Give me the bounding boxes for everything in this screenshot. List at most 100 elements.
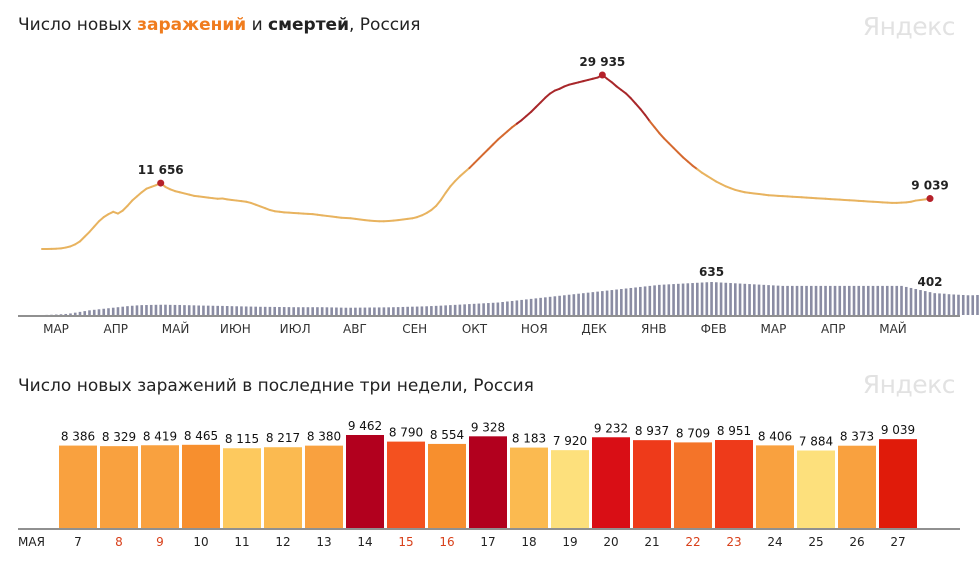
bar: [510, 447, 548, 528]
cases-line-segment: [449, 180, 457, 188]
deaths-bar: [776, 285, 780, 315]
deaths-bar: [458, 304, 462, 315]
deaths-bar: [700, 282, 704, 315]
deaths-bar: [425, 306, 428, 315]
deaths-bar: [235, 306, 239, 315]
day-label: 21: [644, 535, 659, 549]
deaths-bar: [577, 293, 580, 315]
day-label: 24: [767, 535, 782, 549]
bar-value-label: 9 462: [348, 419, 382, 433]
deaths-bar: [221, 305, 224, 315]
deaths-bar: [976, 294, 979, 315]
bar-value-label: 8 937: [635, 424, 669, 438]
cases-line-segment: [126, 199, 134, 207]
deaths-bar: [287, 307, 291, 315]
deaths-bar: [434, 305, 438, 315]
deaths-bar: [605, 290, 609, 315]
cases-line-segment: [644, 113, 651, 123]
deaths-bar: [121, 306, 125, 315]
deaths-bar: [363, 307, 367, 315]
cases-deaths-chart: 11 656 29 935 9 039 635 402 МАР АПР МАЙ ИЮН ИЮЛ АВ…: [18, 55, 979, 336]
deaths-bar: [135, 305, 139, 315]
deaths-bar: [738, 283, 742, 315]
deaths-bar: [73, 312, 77, 315]
deaths-bar: [686, 283, 690, 315]
bar-value-label: 8 790: [389, 426, 423, 440]
deaths-bar: [719, 282, 723, 315]
deaths-bar: [420, 306, 424, 315]
x-tick-label: ФЕВ: [701, 322, 727, 336]
deaths-bar: [278, 306, 281, 315]
deaths-bar: [411, 306, 414, 315]
day-label: 23: [726, 535, 741, 549]
deaths-bar: [330, 307, 333, 315]
bars: [59, 435, 917, 528]
deaths-bar: [952, 294, 956, 315]
deaths-bar: [672, 284, 675, 315]
deaths-bar: [809, 285, 813, 315]
cases-line-segment: [530, 106, 537, 113]
x-tick-label: АПР: [104, 322, 128, 336]
cases-line-segment: [78, 235, 86, 243]
deaths-bar: [558, 295, 561, 315]
deaths-bar: [900, 285, 903, 315]
deaths-bar: [320, 307, 324, 315]
cases-line-segment: [496, 134, 504, 141]
cases-line-segment: [482, 148, 490, 155]
deaths-bar: [971, 295, 975, 315]
deaths-bar: [710, 282, 713, 315]
deaths-bar: [724, 282, 728, 315]
deaths-bar: [373, 307, 376, 315]
deaths-bar: [173, 304, 177, 315]
deaths-bar: [904, 286, 908, 315]
deaths-bar: [244, 306, 248, 315]
deaths-bar: [187, 305, 191, 315]
deaths-bar: [145, 305, 148, 315]
deaths-bar: [325, 307, 329, 315]
deaths-bar: [197, 305, 201, 315]
day-label: 19: [562, 535, 577, 549]
bar-value-label: 8 554: [430, 428, 464, 442]
deaths-bar: [463, 304, 466, 315]
x-tick-label: АПР: [821, 322, 845, 336]
deaths-bar: [938, 293, 941, 315]
cases-line: [41, 74, 931, 251]
bar: [838, 445, 876, 528]
bar-value-label: 8 465: [184, 429, 218, 443]
deaths-bar: [752, 284, 756, 315]
cases-line-segment: [639, 107, 647, 116]
x-tick-label: АВГ: [343, 322, 367, 336]
cases-line-segment: [463, 167, 471, 174]
x-tick-label: ОКТ: [462, 322, 488, 336]
deaths-bar: [548, 296, 552, 315]
deaths-bar: [852, 285, 856, 315]
bar-value-label: 8 115: [225, 432, 259, 446]
deaths-bar: [78, 311, 82, 315]
chart-title-three-weeks: Число новых заражений в последние три не…: [18, 376, 534, 396]
deaths-bar: [349, 307, 352, 315]
deaths-bar: [453, 304, 457, 315]
deaths-bar: [733, 283, 737, 315]
cases-line-segment: [135, 191, 143, 198]
x-tick-label: МАЙ: [879, 321, 907, 336]
cases-line-segment: [435, 198, 442, 207]
x-tick-label: МАЙ: [162, 321, 190, 336]
deaths-bar: [790, 285, 794, 315]
x-tick-label: ИЮЛ: [280, 322, 311, 336]
deaths-bar: [501, 302, 504, 315]
deaths-bar: [767, 285, 770, 315]
bar-value-label: 7 920: [553, 434, 587, 448]
cases-line-segment: [439, 191, 447, 201]
x-tick-label: НОЯ: [521, 322, 548, 336]
day-label: 18: [521, 535, 536, 549]
bar-value-label: 8 380: [307, 430, 341, 444]
deaths-bar: [168, 304, 172, 315]
cases-line-segment: [610, 81, 618, 88]
deaths-bar: [263, 306, 267, 315]
yandex-logo: Яндекс: [862, 12, 956, 41]
deaths-bar: [544, 297, 547, 315]
cases-line-segment: [88, 225, 96, 233]
deaths-bar: [297, 307, 300, 315]
deaths-bar: [866, 285, 870, 315]
